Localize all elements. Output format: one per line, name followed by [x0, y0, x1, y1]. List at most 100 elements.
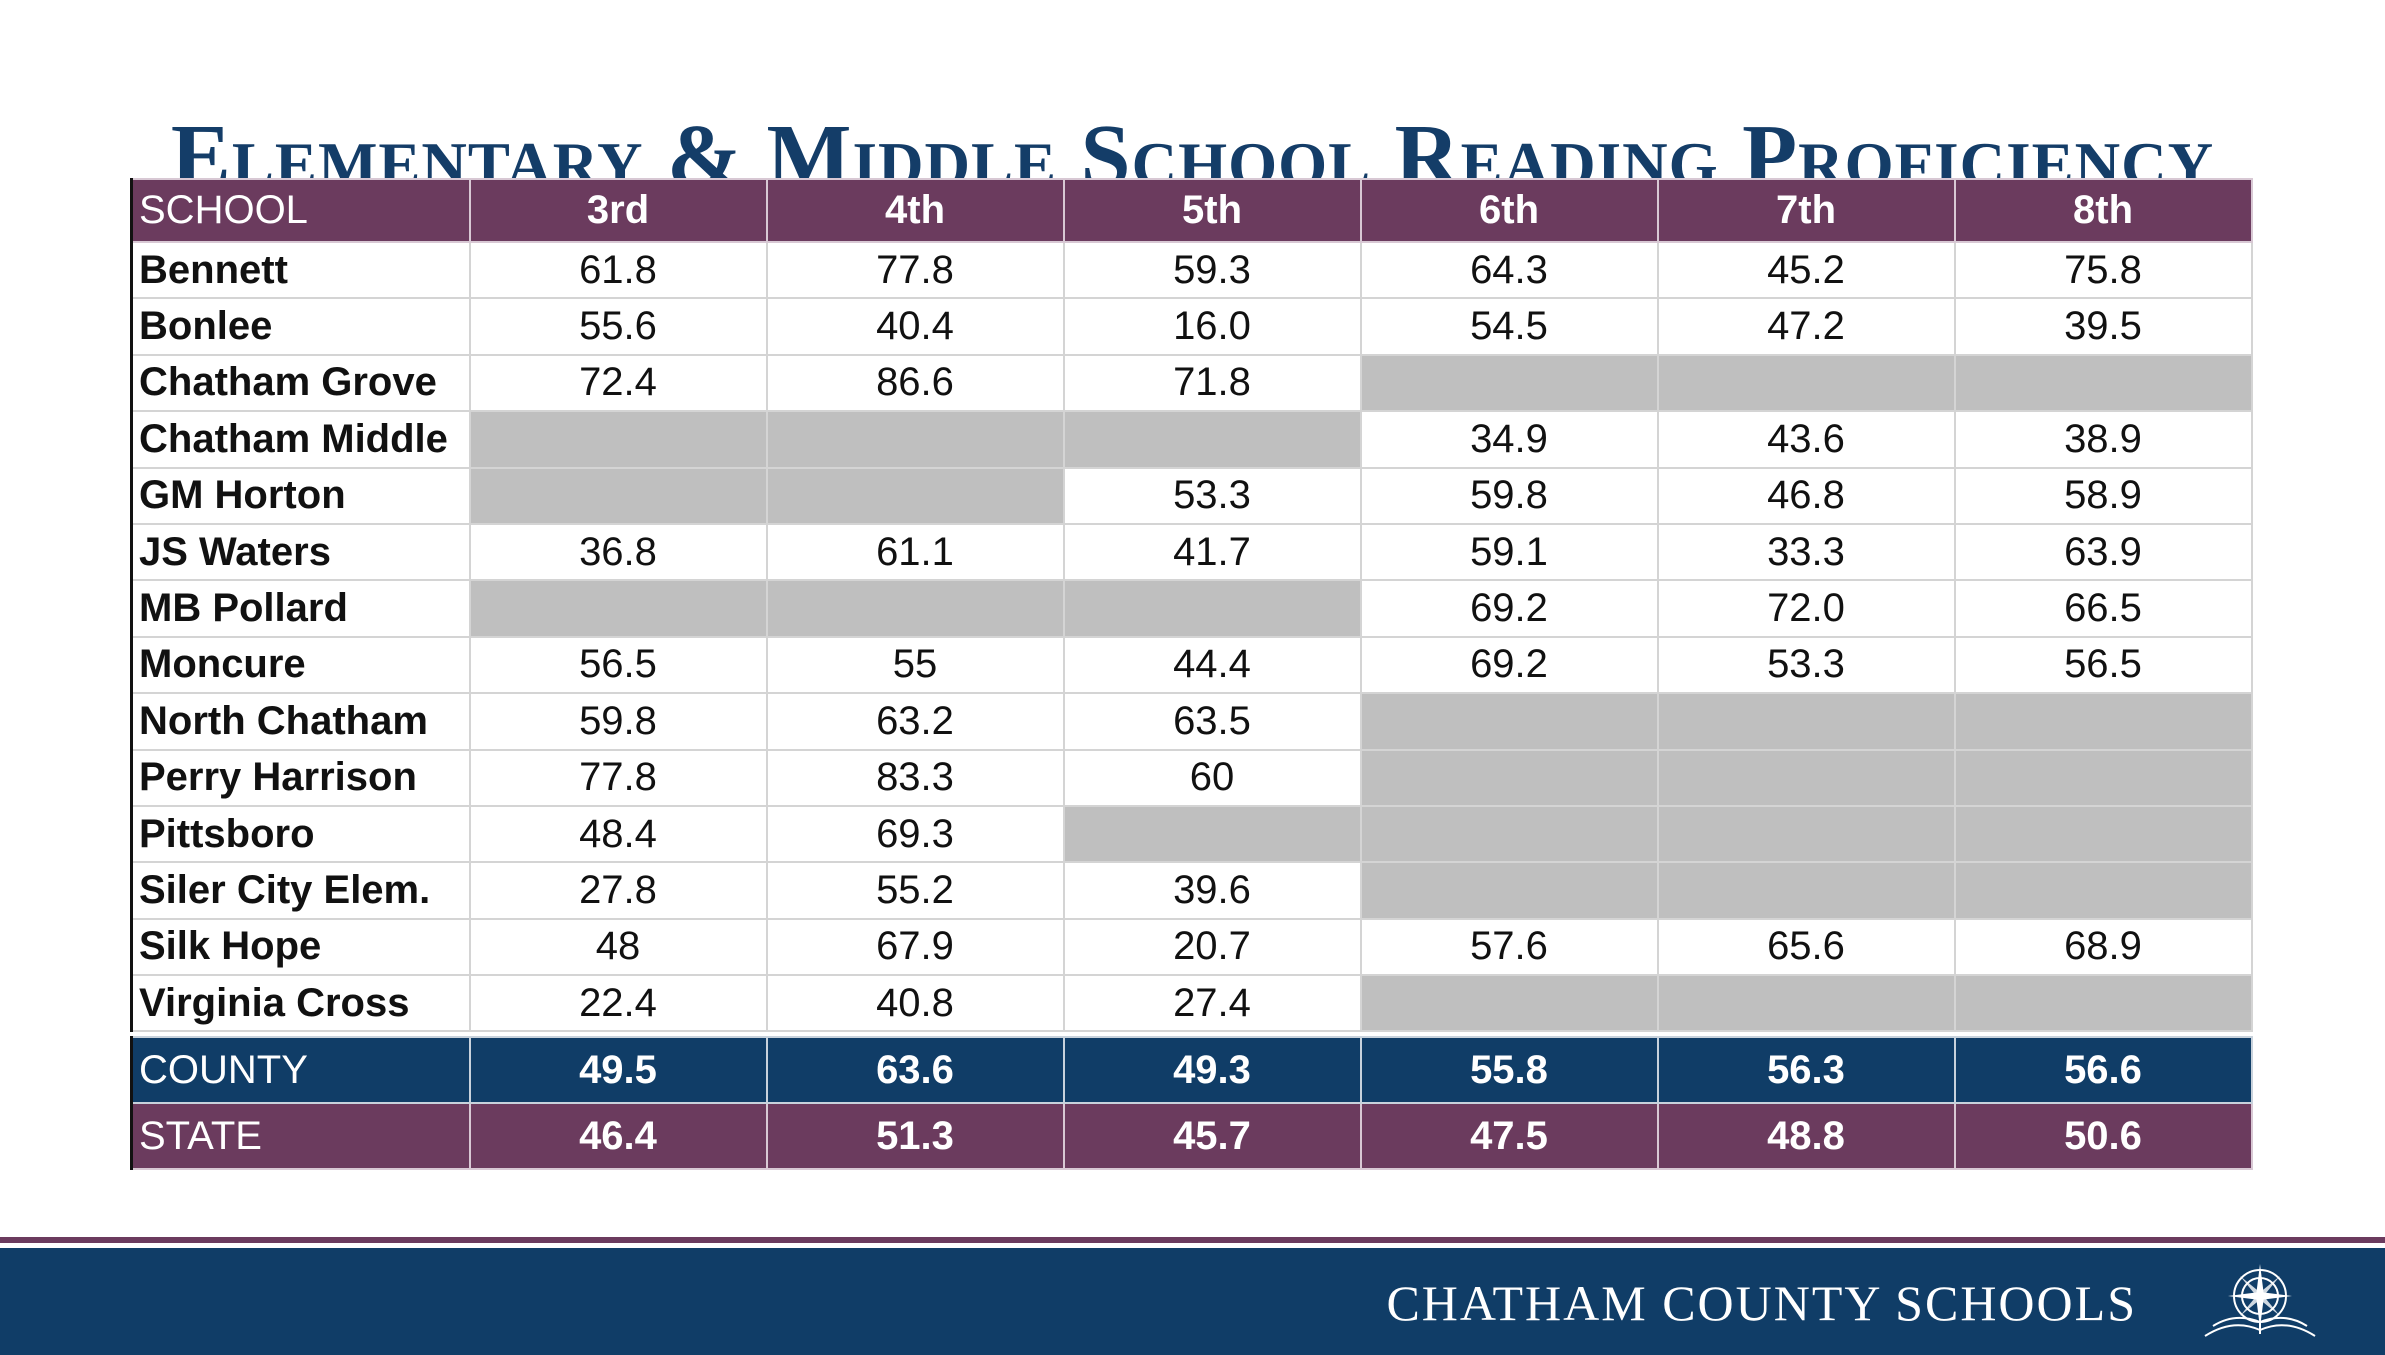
school-name-cell: JS Waters	[130, 522, 471, 582]
score-cell-8th: 66.5	[1953, 579, 2253, 638]
score-cell-6th: 64.3	[1359, 240, 1659, 300]
score-cell-4th: 61.1	[765, 522, 1065, 582]
county-value-3rd: 49.5	[468, 1036, 768, 1105]
table-row: Perry Harrison 77.8 83.3 60	[130, 748, 2253, 807]
empty-cell-7th	[1656, 804, 1956, 864]
empty-cell-6th	[1359, 748, 1659, 807]
table-row: Bonlee 55.6 40.4 16.0 54.5 47.2 39.5	[130, 297, 2253, 356]
table-row: Siler City Elem. 27.8 55.2 39.6	[130, 861, 2253, 920]
school-name-cell: Silk Hope	[130, 917, 471, 977]
empty-cell-7th	[1656, 974, 1956, 1033]
empty-cell-7th	[1656, 353, 1956, 413]
score-cell-8th: 63.9	[1953, 522, 2253, 582]
table-header-row: SCHOOL 3rd 4th 5th 6th 7th 8th	[130, 178, 2253, 243]
county-value-7th: 56.3	[1656, 1036, 1956, 1105]
score-cell-5th: 44.4	[1062, 635, 1362, 695]
county-value-8th: 56.6	[1953, 1036, 2253, 1105]
score-cell-6th: 54.5	[1359, 297, 1659, 356]
table-row: North Chatham 59.8 63.2 63.5	[130, 692, 2253, 751]
empty-cell-4th	[765, 466, 1065, 525]
score-cell-6th: 59.8	[1359, 466, 1659, 525]
state-value-5th: 45.7	[1062, 1102, 1362, 1171]
footer-accent-line	[0, 1237, 2385, 1243]
school-name-cell: GM Horton	[130, 466, 471, 525]
table-row: MB Pollard 69.2 72.0 66.5	[130, 579, 2253, 638]
score-cell-7th: 72.0	[1656, 579, 1956, 638]
score-cell-4th: 55.2	[765, 861, 1065, 920]
score-cell-7th: 33.3	[1656, 522, 1956, 582]
score-cell-5th: 41.7	[1062, 522, 1362, 582]
county-value-5th: 49.3	[1062, 1036, 1362, 1105]
empty-cell-8th	[1953, 692, 2253, 751]
score-cell-7th: 46.8	[1656, 466, 1956, 525]
column-header-3rd: 3rd	[468, 178, 768, 243]
empty-cell-8th	[1953, 804, 2253, 864]
score-cell-5th: 63.5	[1062, 692, 1362, 751]
score-cell-3rd: 36.8	[468, 522, 768, 582]
score-cell-3rd: 59.8	[468, 692, 768, 751]
score-cell-4th: 77.8	[765, 240, 1065, 300]
score-cell-3rd: 55.6	[468, 297, 768, 356]
score-cell-5th: 39.6	[1062, 861, 1362, 920]
footer-org-name: CHATHAM COUNTY SCHOOLS	[1386, 1275, 2137, 1331]
state-row: STATE 46.4 51.3 45.7 47.5 48.8 50.6	[130, 1102, 2253, 1171]
column-header-6th: 6th	[1359, 178, 1659, 243]
school-name-cell: North Chatham	[130, 692, 471, 751]
score-cell-8th: 38.9	[1953, 410, 2253, 469]
score-cell-7th: 47.2	[1656, 297, 1956, 356]
score-cell-8th: 58.9	[1953, 466, 2253, 525]
school-name-cell: Pittsboro	[130, 804, 471, 864]
open-book-compass-logo	[2204, 1264, 2316, 1337]
empty-cell-5th	[1062, 579, 1362, 638]
table-body: Bennett 61.8 77.8 59.3 64.3 45.2 75.8 Bonlee 55.…	[130, 240, 2253, 1033]
column-header-5th: 5th	[1062, 178, 1362, 243]
empty-cell-3rd	[468, 410, 768, 469]
school-name-cell: Siler City Elem.	[130, 861, 471, 920]
score-cell-4th: 86.6	[765, 353, 1065, 413]
score-cell-7th: 53.3	[1656, 635, 1956, 695]
state-label: STATE	[130, 1102, 471, 1171]
empty-cell-8th	[1953, 353, 2253, 413]
empty-cell-8th	[1953, 974, 2253, 1033]
score-cell-5th: 53.3	[1062, 466, 1362, 525]
footer-bar: CHATHAM COUNTY SCHOOLS	[0, 1248, 2385, 1355]
school-name-cell: Perry Harrison	[130, 748, 471, 807]
column-header-7th: 7th	[1656, 178, 1956, 243]
table-row: Chatham Grove 72.4 86.6 71.8	[130, 353, 2253, 413]
empty-cell-4th	[765, 410, 1065, 469]
column-header-8th: 8th	[1953, 178, 2253, 243]
score-cell-5th: 60	[1062, 748, 1362, 807]
state-value-3rd: 46.4	[468, 1102, 768, 1171]
empty-cell-8th	[1953, 748, 2253, 807]
proficiency-table-container: SCHOOL 3rd 4th 5th 6th 7th 8th Bennett 61…	[130, 178, 2253, 1171]
school-name-cell: MB Pollard	[130, 579, 471, 638]
empty-cell-3rd	[468, 579, 768, 638]
county-label: COUNTY	[130, 1036, 471, 1105]
empty-cell-7th	[1656, 861, 1956, 920]
score-cell-8th: 56.5	[1953, 635, 2253, 695]
empty-cell-7th	[1656, 748, 1956, 807]
score-cell-3rd: 27.8	[468, 861, 768, 920]
score-cell-7th: 43.6	[1656, 410, 1956, 469]
score-cell-5th: 71.8	[1062, 353, 1362, 413]
score-cell-5th: 27.4	[1062, 974, 1362, 1033]
school-name-cell: Bonlee	[130, 297, 471, 356]
score-cell-7th: 65.6	[1656, 917, 1956, 977]
state-value-4th: 51.3	[765, 1102, 1065, 1171]
school-name-cell: Chatham Grove	[130, 353, 471, 413]
score-cell-5th: 20.7	[1062, 917, 1362, 977]
table-row: GM Horton 53.3 59.8 46.8 58.9	[130, 466, 2253, 525]
empty-cell-5th	[1062, 804, 1362, 864]
score-cell-8th: 75.8	[1953, 240, 2253, 300]
score-cell-3rd: 48.4	[468, 804, 768, 864]
score-cell-6th: 57.6	[1359, 917, 1659, 977]
score-cell-8th: 39.5	[1953, 297, 2253, 356]
score-cell-3rd: 77.8	[468, 748, 768, 807]
score-cell-6th: 69.2	[1359, 635, 1659, 695]
empty-cell-4th	[765, 579, 1065, 638]
score-cell-6th: 59.1	[1359, 522, 1659, 582]
table-row: JS Waters 36.8 61.1 41.7 59.1 33.3 63.9	[130, 522, 2253, 582]
score-cell-8th: 68.9	[1953, 917, 2253, 977]
column-header-school: SCHOOL	[130, 178, 471, 243]
score-cell-4th: 63.2	[765, 692, 1065, 751]
